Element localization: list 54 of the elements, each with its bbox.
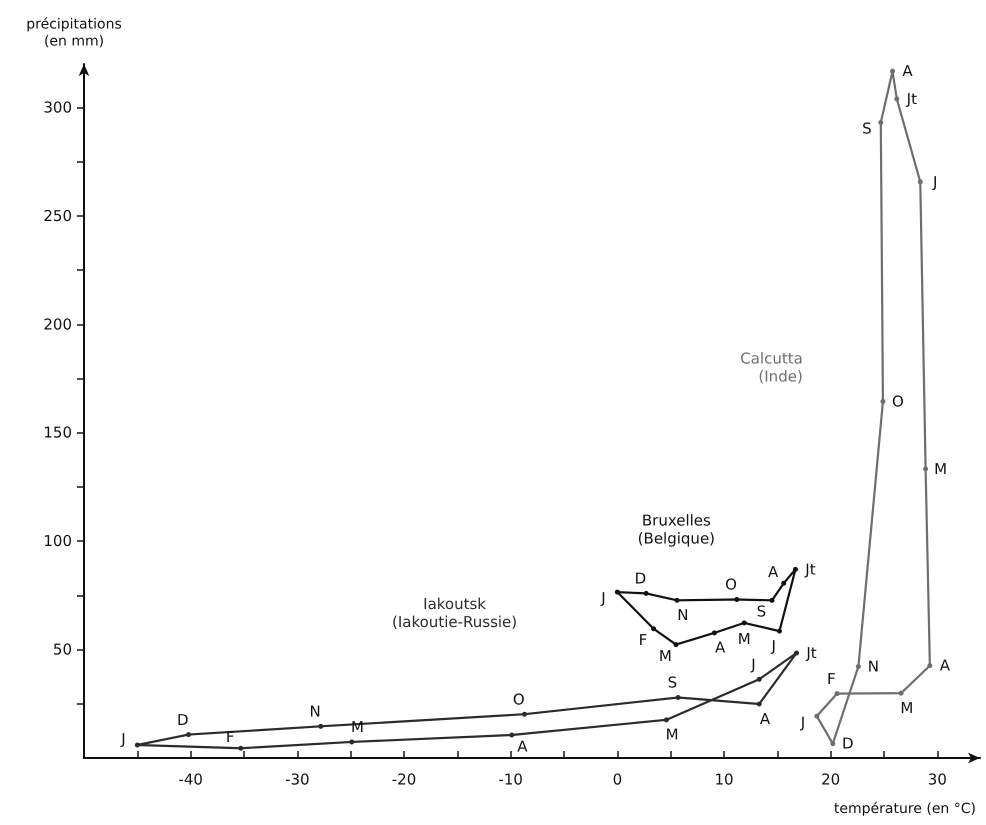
annotation: M [934, 460, 948, 478]
annotation: J [120, 730, 126, 748]
annotation: A [760, 710, 771, 728]
x-axis-title: température (en °C) [834, 801, 976, 817]
annotation: S [862, 120, 872, 138]
annotation: A [715, 638, 726, 657]
annotation: N [677, 606, 688, 624]
x-tick-label: -10 [498, 770, 523, 788]
annotation: N [868, 657, 880, 676]
y-tick-label: 150 [43, 424, 72, 442]
annotation: J [750, 655, 756, 674]
y-axis-title: précipitations (en mm) [26, 16, 122, 50]
y-tick-label: 200 [43, 315, 72, 334]
annotation: J [600, 589, 606, 608]
annotation: D [842, 734, 854, 753]
text: Calcutta (Inde) [740, 349, 803, 386]
annotation: A [902, 62, 914, 80]
text: Bruxelles (Belgique) [638, 511, 716, 548]
y-tick-label: 250 [43, 206, 72, 225]
annotation: A [940, 656, 951, 675]
x-tick-label: -30 [285, 770, 310, 788]
annotation: J [800, 713, 806, 732]
annotation: F [226, 728, 235, 746]
x-tick-label: -40 [178, 770, 203, 788]
annotation: Jt [805, 644, 817, 662]
annotation: F [638, 631, 648, 650]
annotation: J [932, 172, 938, 191]
annotation: J [770, 636, 776, 655]
y-tick-label: 300 [43, 98, 72, 116]
x-tick-label: -20 [392, 770, 416, 788]
annotation: F [827, 670, 836, 688]
text: Iakoutsk (Iakoutie-Russie) [392, 595, 518, 632]
annotation: O [725, 576, 737, 594]
y-tick-label: 50 [52, 640, 72, 659]
annotation: S [668, 674, 678, 692]
y-tick-label: 100 [43, 532, 72, 550]
annotation: N [309, 702, 321, 721]
annotation: A [517, 737, 528, 756]
x-tick-label: 10 [714, 770, 734, 788]
annotation: O [512, 690, 525, 708]
annotation: Jt [906, 90, 918, 108]
annotation: O [892, 392, 904, 410]
x-tick-label: 20 [821, 770, 840, 788]
x-tick-label: 0 [612, 770, 622, 788]
annotation: D [634, 570, 646, 588]
annotation: M [900, 698, 914, 717]
x-tick-label: 30 [928, 770, 947, 788]
annotation: M [658, 646, 672, 665]
annotation: S [756, 602, 766, 621]
annotation: Jt [804, 560, 816, 578]
annotation: M [738, 630, 751, 648]
annotation: D [177, 710, 189, 729]
annotation: M [666, 726, 679, 744]
annotation: A [768, 562, 779, 581]
